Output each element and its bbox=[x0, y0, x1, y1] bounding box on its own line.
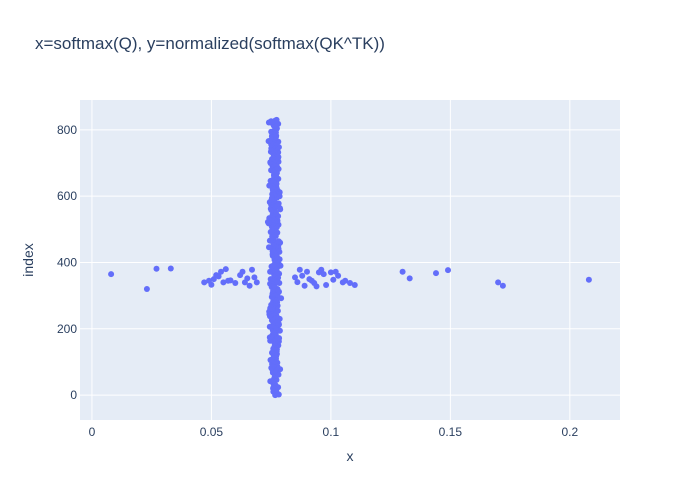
data-point bbox=[351, 282, 358, 288]
x-tick-label: 0.15 bbox=[439, 425, 463, 439]
x-tick-labels: 0 0.05 0.1 0.15 0.2 bbox=[89, 425, 579, 439]
y-tick-label: 600 bbox=[57, 189, 77, 203]
data-point bbox=[143, 286, 150, 292]
data-point bbox=[347, 280, 353, 286]
data-point bbox=[323, 282, 330, 288]
data-point bbox=[275, 200, 282, 207]
data-point bbox=[232, 280, 239, 286]
y-tick-labels: 0 200 400 600 800 bbox=[57, 123, 77, 402]
data-point bbox=[495, 279, 502, 286]
y-tick-label: 200 bbox=[57, 322, 77, 336]
data-point bbox=[266, 244, 272, 251]
x-tick-label: 0.2 bbox=[561, 425, 578, 439]
data-point bbox=[278, 295, 285, 302]
x-tick-label: 0.05 bbox=[200, 425, 224, 439]
data-point bbox=[330, 276, 337, 283]
data-point bbox=[433, 270, 439, 277]
data-point bbox=[301, 282, 308, 289]
data-point bbox=[246, 282, 253, 289]
data-point bbox=[266, 182, 273, 189]
data-point bbox=[215, 273, 222, 280]
y-axis-title: index bbox=[20, 243, 36, 276]
data-point bbox=[292, 274, 298, 281]
data-point bbox=[342, 277, 349, 284]
data-point bbox=[153, 265, 160, 272]
data-point bbox=[304, 268, 310, 275]
data-point bbox=[275, 238, 282, 245]
data-point bbox=[445, 267, 451, 274]
data-point bbox=[108, 271, 115, 278]
y-tick-label: 0 bbox=[70, 388, 77, 402]
x-tick-label: 0 bbox=[89, 425, 96, 439]
data-point bbox=[406, 275, 413, 282]
data-point bbox=[227, 277, 234, 284]
data-point bbox=[239, 268, 246, 275]
y-tick-label: 400 bbox=[57, 255, 77, 269]
data-point bbox=[320, 271, 327, 278]
chart-title: x=softmax(Q), y=normalized(softmax(QK^TK… bbox=[35, 34, 385, 53]
data-points bbox=[108, 116, 592, 399]
data-point bbox=[296, 266, 303, 273]
grid-lines bbox=[80, 100, 620, 420]
y-tick-label: 800 bbox=[57, 123, 77, 137]
data-point bbox=[218, 268, 224, 275]
data-point bbox=[201, 279, 208, 286]
data-point bbox=[585, 276, 592, 283]
data-point bbox=[335, 272, 342, 279]
data-point bbox=[294, 279, 301, 286]
data-point bbox=[249, 266, 255, 273]
x-tick-label: 0.1 bbox=[323, 425, 340, 439]
data-point bbox=[220, 279, 227, 286]
x-axis-title: x bbox=[347, 448, 354, 464]
data-point bbox=[327, 269, 334, 276]
data-point bbox=[253, 279, 260, 286]
data-point bbox=[167, 265, 174, 272]
data-point bbox=[244, 275, 251, 282]
data-point bbox=[499, 282, 506, 289]
data-point bbox=[313, 283, 320, 290]
data-point bbox=[222, 266, 229, 273]
data-point bbox=[251, 274, 258, 281]
data-point bbox=[273, 116, 280, 123]
plot-background bbox=[80, 100, 620, 420]
data-point bbox=[399, 268, 406, 275]
data-point bbox=[299, 272, 306, 279]
data-point bbox=[208, 281, 215, 288]
